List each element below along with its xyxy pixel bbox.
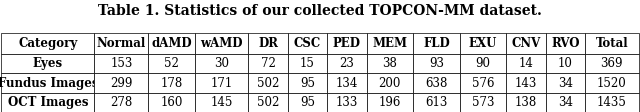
Text: Table 1. Statistics of our collected TOPCON-MM dataset.: Table 1. Statistics of our collected TOP… [98, 4, 542, 18]
